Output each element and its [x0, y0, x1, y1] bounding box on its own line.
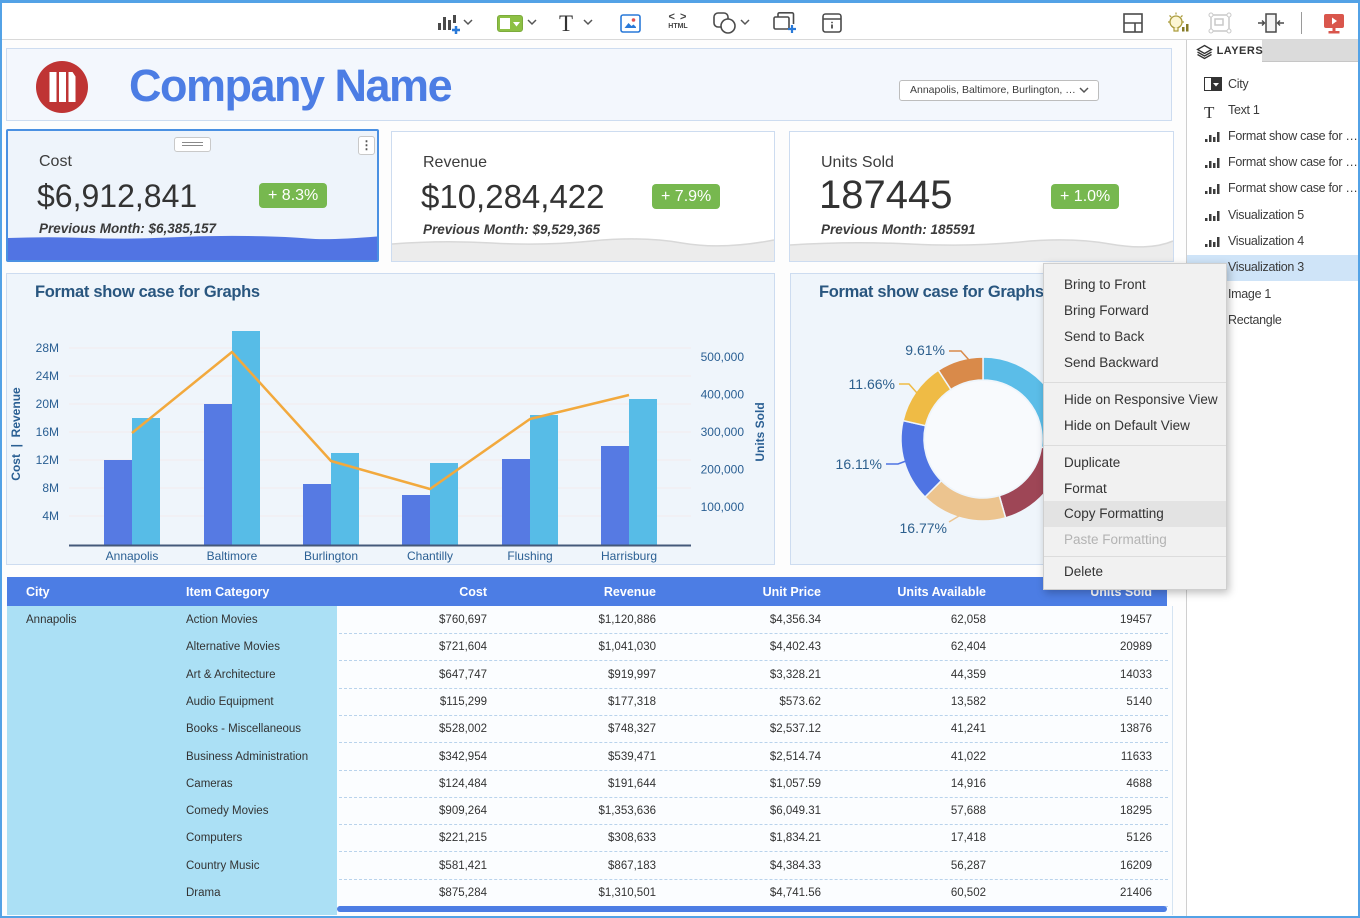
svg-text:Harrisburg: Harrisburg	[601, 549, 657, 563]
svg-text:16M: 16M	[36, 425, 59, 439]
svg-text:24M: 24M	[36, 369, 59, 383]
svg-text:200,000: 200,000	[701, 463, 745, 477]
svg-text:28M: 28M	[36, 341, 59, 355]
svg-text:300,000: 300,000	[701, 425, 745, 439]
svg-text:20M: 20M	[36, 397, 59, 411]
svg-text:100,000: 100,000	[701, 500, 745, 514]
svg-text:Chantilly: Chantilly	[407, 549, 453, 563]
svg-text:Units Sold: Units Sold	[753, 402, 767, 461]
svg-text:Baltimore: Baltimore	[207, 549, 258, 563]
svg-text:8M: 8M	[42, 481, 59, 495]
svg-text:12M: 12M	[36, 453, 59, 467]
svg-text:16.77%: 16.77%	[900, 520, 947, 536]
svg-text:16.11%: 16.11%	[836, 456, 882, 472]
svg-text:Annapolis: Annapolis	[106, 549, 159, 563]
svg-text:500,000: 500,000	[701, 350, 745, 364]
svg-text:Flushing: Flushing	[507, 549, 552, 563]
svg-text:11.66%: 11.66%	[849, 376, 895, 392]
svg-text:4M: 4M	[42, 509, 59, 523]
svg-text:400,000: 400,000	[701, 388, 745, 402]
svg-text:Cost | Revenue: Cost | Revenue	[9, 387, 23, 481]
svg-text:Burlington: Burlington	[304, 549, 358, 563]
svg-text:9.61%: 9.61%	[905, 342, 945, 358]
